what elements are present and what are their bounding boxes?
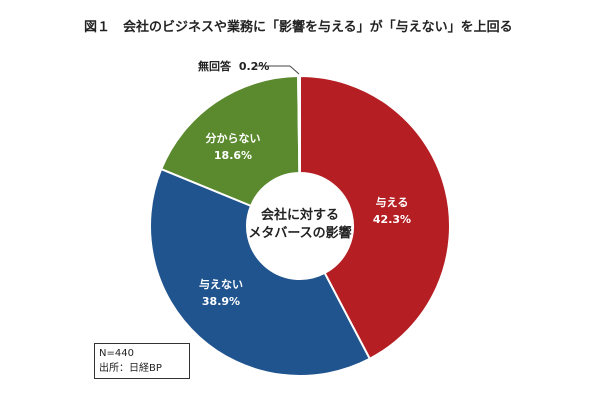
center-label-line2: メタバースの影響	[248, 225, 351, 241]
slice-value-ataeru: 42.3%	[373, 213, 411, 226]
center-label-line1: 会社に対する	[261, 207, 339, 223]
sample-note-box: N=440 出所：日経BP	[94, 343, 190, 379]
figure-title: 図１ 会社のビジネスや業務に「影響を与える」が「与えない」を上回る	[84, 20, 513, 35]
source-note: 出所：日経BP	[99, 363, 162, 374]
donut-slices	[149, 74, 451, 377]
slice-label-wakaranai: 分からない	[206, 131, 261, 145]
slice-value-ataenai: 38.9%	[202, 295, 240, 308]
donut-hole	[247, 173, 353, 279]
sample-size: N=440	[99, 348, 134, 359]
slice-value-wakaranai: 18.6%	[214, 149, 252, 162]
no-answer-label-value: 0.2%	[239, 60, 270, 73]
no-answer-label: 無回答 0.2%	[198, 59, 269, 73]
slice-label-ataeru: 与える	[376, 196, 409, 209]
slice-no-answer	[297, 74, 301, 175]
slice-label-ataenai: 与えない	[199, 278, 243, 291]
no-answer-leader-tick	[289, 65, 300, 75]
no-answer-label-name: 無回答	[198, 59, 232, 73]
